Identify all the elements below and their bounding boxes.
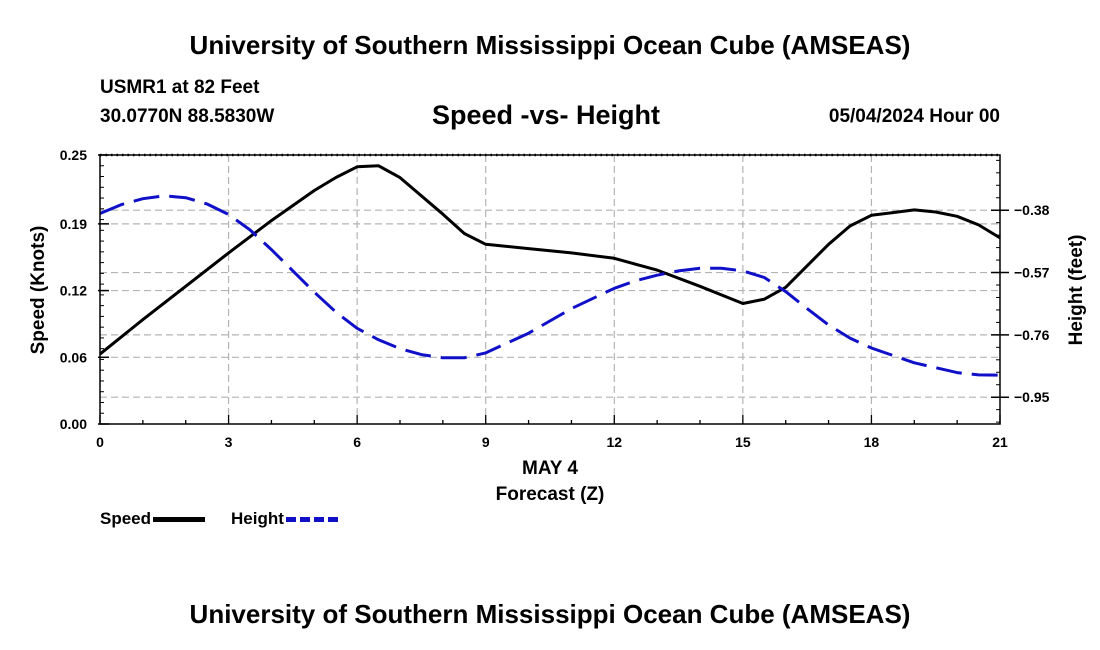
legend-height: Height (231, 509, 338, 529)
x-tick-label: 18 (864, 434, 880, 450)
coordinates-label: 30.0770N 88.5830W (100, 106, 275, 127)
height-series-line (99, 194, 1001, 377)
x-tick-label: 21 (992, 434, 1008, 450)
y-right-tick-label: −0.76 (1014, 327, 1050, 343)
series-layer (99, 164, 1001, 377)
y-left-tick-label: 0.06 (60, 349, 87, 365)
legend-speed-label: Speed (100, 509, 152, 528)
forecast-datetime: 05/04/2024 Hour 00 (828, 106, 1000, 127)
tick-labels: 0 3 6 9 12 15 18 21 0.00 0.06 0.12 0.19 0.25 −0.95 −0.… (60, 147, 1050, 450)
legend-speed: Speed (100, 509, 206, 529)
legend-speed-swatch (153, 517, 206, 523)
y-left-tick-label: 0.12 (60, 283, 87, 299)
x-tick-label: 12 (606, 434, 622, 450)
x-tick-label: 6 (353, 434, 361, 450)
legend-height-swatch (285, 517, 338, 523)
plot-frame (99, 154, 1001, 425)
x-axis-date-label: MAY 4 (522, 458, 578, 479)
axes (98, 153, 1009, 425)
x-tick-label: 15 (735, 434, 751, 450)
y-axis-left-title: Speed (Knots) (28, 226, 49, 355)
y-right-tick-label: −0.38 (1014, 202, 1050, 218)
legend-height-label: Height (231, 509, 284, 528)
x-tick-label: 3 (225, 434, 233, 450)
chart-subtitle: Speed -vs- Height (432, 100, 661, 130)
x-axis-title: Forecast (Z) (496, 484, 605, 505)
chart-title: University of Southern Mississippi Ocean… (189, 30, 911, 60)
footer-title: University of Southern Mississippi Ocean… (189, 599, 911, 629)
x-tick-label: 9 (482, 434, 490, 450)
speed-series-line (99, 164, 1001, 356)
grid (100, 155, 1000, 424)
y-right-tick-label: −0.57 (1014, 265, 1050, 281)
y-right-tick-label: −0.95 (1014, 389, 1050, 405)
station-label: USMR1 at 82 Feet (100, 77, 260, 98)
y-left-tick-label: 0.25 (60, 147, 87, 163)
y-left-tick-label: 0.00 (60, 416, 87, 432)
y-axis-right-title: Height (feet) (1066, 235, 1087, 346)
x-tick-label: 0 (96, 434, 104, 450)
y-left-tick-label: 0.19 (60, 216, 87, 232)
